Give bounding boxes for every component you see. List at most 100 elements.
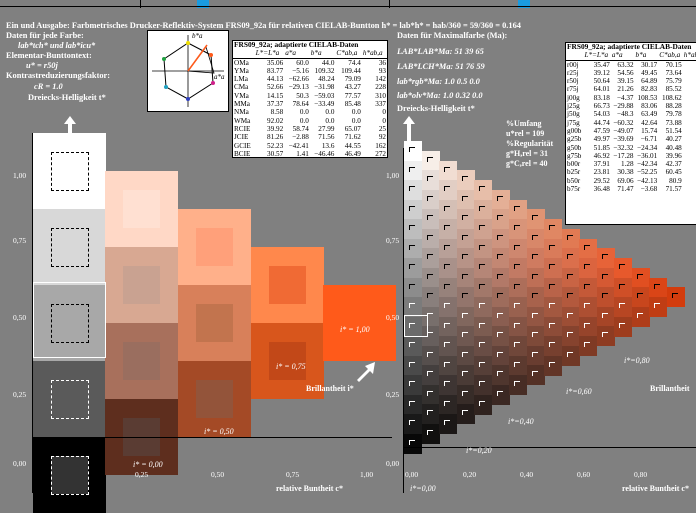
triangle-patch xyxy=(456,404,475,425)
table1-cell: 79.09 xyxy=(344,75,361,84)
table2-cell: 83.18 xyxy=(593,93,610,102)
tick-marker xyxy=(531,332,538,338)
label-dreieck-left: Dreiecks-Helligkeit t* xyxy=(28,93,106,102)
table2-col-header: h*ab,a xyxy=(682,51,696,61)
table1-cell: 337 xyxy=(375,100,386,109)
table2-cell: 54.03 xyxy=(593,110,610,119)
tick-marker xyxy=(496,254,503,260)
triangle-patch xyxy=(439,297,458,318)
table1-col-header: a*a xyxy=(284,49,310,59)
triangle-patch xyxy=(421,209,440,230)
table2-cell: 88.28 xyxy=(665,102,682,111)
label-urel: u*rel = 109 xyxy=(506,129,545,138)
table2-cell: −6.71 xyxy=(640,135,658,144)
left-y-axis xyxy=(32,133,33,493)
tick-marker xyxy=(514,381,520,386)
table2-cell: 83.06 xyxy=(641,102,658,111)
tick-marker xyxy=(601,293,608,299)
tick-marker xyxy=(496,273,503,279)
table1-cell: 71.56 xyxy=(318,133,335,142)
right-xtick-000: 0,00 xyxy=(405,470,419,479)
triangle-patch xyxy=(404,180,423,201)
table1-cell: 58.74 xyxy=(292,124,309,133)
right-xtick-060: 0,60 xyxy=(577,470,591,479)
table1-cell: NMa xyxy=(234,108,249,117)
triangle-patch xyxy=(474,394,493,415)
right-i-040: i*=0,40 xyxy=(508,417,534,426)
tick-marker xyxy=(409,205,415,211)
tick-marker xyxy=(461,176,468,182)
table2-cell: −52.25 xyxy=(637,168,658,177)
label-umfang: %Umfang xyxy=(506,119,542,128)
tick-marker xyxy=(636,312,643,318)
table1-cell: 0.0 xyxy=(351,116,361,125)
label-gc: g*C,rel = 40 xyxy=(506,159,548,168)
table2-cell xyxy=(683,144,696,152)
tick-marker xyxy=(444,303,450,308)
tick-marker xyxy=(584,303,590,308)
triangle-patch xyxy=(474,238,493,259)
table1-row: LMa 44.13 −62.66 48.24 79.09 142 xyxy=(233,75,387,83)
tick-marker xyxy=(479,205,485,211)
table1-cell: 1.41 xyxy=(296,149,309,158)
table2-cell: 42.37 xyxy=(665,160,682,169)
triangle-patch xyxy=(456,267,475,288)
table2-cell: 73.64 xyxy=(665,68,682,77)
table2-col-header: b*a xyxy=(634,51,659,61)
table1-cell: 27.99 xyxy=(318,124,335,133)
table1-cell: 0.0 xyxy=(325,108,335,117)
table1-cell: 93 xyxy=(378,66,386,75)
triangle-patch xyxy=(456,365,475,386)
triangle-patch xyxy=(456,170,475,191)
triangle-patch xyxy=(561,306,580,327)
table2-cell: −39.69 xyxy=(613,135,634,144)
tick-marker xyxy=(549,283,555,289)
table2-cell: 70.15 xyxy=(665,60,682,69)
triangle-patch xyxy=(526,365,545,386)
table1-cell: 272 xyxy=(375,149,386,158)
triangle-patch xyxy=(404,316,423,337)
triangle-patch xyxy=(544,297,563,318)
up-arrow-left xyxy=(64,116,76,136)
tick-marker xyxy=(531,215,538,221)
tick-marker xyxy=(426,371,433,377)
table1-cell: 44.13 xyxy=(267,75,284,84)
triangle-patch xyxy=(404,219,423,240)
triangle-patch xyxy=(491,209,510,230)
table2-cell: j00g xyxy=(567,93,580,102)
triangle-patch xyxy=(439,199,458,220)
table1-row: GCIE 52.23 −42.41 13.6 44.55 162 xyxy=(233,142,387,150)
triangle-patch xyxy=(456,248,475,269)
tick-marker xyxy=(531,371,538,377)
table2-cell: −29.88 xyxy=(613,102,634,111)
tick-marker xyxy=(496,371,503,377)
tick-marker xyxy=(514,361,520,367)
tick-marker xyxy=(426,156,433,162)
tick-marker xyxy=(636,273,643,279)
triangle-patch xyxy=(404,394,423,415)
tick-marker xyxy=(549,244,555,250)
triangle-patch xyxy=(439,394,458,415)
tick-marker xyxy=(409,342,415,347)
right-ytick-100: 1,00 xyxy=(386,171,400,180)
tick-marker xyxy=(444,186,450,191)
triangle-patch xyxy=(509,258,528,279)
triangle-patch xyxy=(439,180,458,201)
triangle-patch xyxy=(491,287,510,308)
table2-cell: b00r xyxy=(567,160,581,169)
table2-cell: −49.07 xyxy=(613,126,634,135)
tick-marker xyxy=(514,303,520,308)
triangle-patch xyxy=(491,228,510,249)
inner-patch xyxy=(123,342,160,380)
table1-cell: 35.06 xyxy=(267,58,284,67)
triangle-patch xyxy=(474,336,493,357)
triangle-patch xyxy=(404,355,423,376)
triangle-patch xyxy=(526,306,545,327)
triangle-patch xyxy=(404,238,423,259)
table2-cell: −60.32 xyxy=(613,118,634,127)
triangle-patch xyxy=(491,248,510,269)
table1-cell: −2.88 xyxy=(292,133,309,142)
triangle-patch xyxy=(439,160,458,181)
triangle-patch xyxy=(404,277,423,298)
table2-cell: 82.83 xyxy=(641,85,658,94)
